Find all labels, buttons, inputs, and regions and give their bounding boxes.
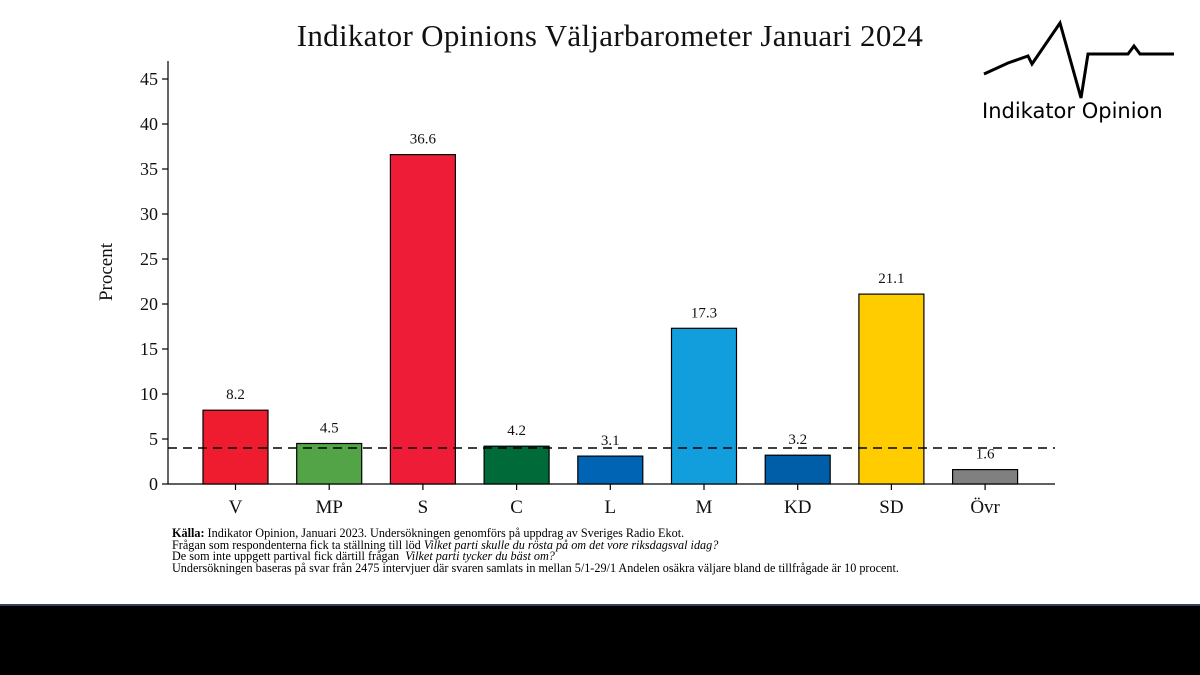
bar-m [670,327,738,485]
y-axis: 0 5 10 15 20 25 30 35 40 45 [140,61,169,494]
logo-icon [983,19,1174,99]
source-notes: Källa: Indikator Opinion, Januari 2023. … [172,526,1072,575]
y-tick-label: 40 [140,114,158,134]
y-tick-label: 20 [140,294,158,314]
data-label: 36.6 [410,132,437,148]
x-axis: V MP S C L M KD SD Övr [168,483,1055,518]
question-prefix: Frågan som respondenterna fick ta ställn… [172,537,421,552]
data-label: 4.5 [320,421,339,437]
source-label: Källa: [172,526,205,540]
bar-sd [858,293,925,485]
y-tick-label: 10 [140,384,158,404]
notes-line-3: De som inte uppgett partival fick därtil… [172,549,1072,563]
y-axis-label: Procent [96,242,117,301]
bar-l [577,455,644,485]
y-tick-label: 0 [149,474,158,494]
y-tick-label: 25 [140,249,158,269]
followup-prefix: De som inte uppgett partival fick därtil… [172,549,400,563]
y-tick-label: 45 [140,69,158,89]
logo-text: Indikator Opinion [982,99,1163,123]
bar-chart: 0 5 10 15 20 25 30 35 40 45 V MP S C L M KD SD Övr 8.2 4.5… [96,61,1055,518]
y-tick-label: 35 [140,159,158,179]
x-tick-label: V [229,497,243,518]
bar-mp [296,442,363,485]
data-label: 1.6 [976,447,995,463]
y-tick-label: 5 [149,429,158,449]
bar-v [202,409,269,485]
data-label: 3.1 [601,433,620,449]
notes-line-4: Undersökningen baseras på svar från 2475… [172,560,899,575]
bar-övr [951,469,1019,485]
notes-line-1: Källa: Indikator Opinion, Januari 2023. … [172,526,1072,540]
data-label: 21.1 [878,271,904,287]
x-tick-label: MP [315,497,342,518]
bar-s [389,154,456,485]
x-tick-label: KD [784,497,811,518]
bar-kd [764,454,831,485]
bottom-band [0,604,1200,675]
followup-text: Vilket parti tycker du bäst om? [405,549,555,563]
x-tick-label: S [418,497,429,518]
notes-line-2: Frågan som respondenterna fick ta ställn… [172,537,1072,552]
x-tick-label: L [604,497,616,518]
source-text: Indikator Opinion, Januari 2023. Undersö… [207,526,685,540]
bar-c [483,445,550,485]
x-tick-label: SD [879,497,903,518]
x-tick-label: Övr [970,497,1000,518]
question-text: Vilket parti skulle du rösta på om det v… [423,537,719,552]
data-label: 8.2 [226,387,245,403]
value-labels: 8.2 4.5 36.6 4.2 3.1 17.3 3.2 21.1 1.6 [226,132,995,463]
bars [202,154,1019,485]
x-tick-label: M [696,497,713,518]
data-label: 3.2 [788,432,807,448]
y-tick-label: 15 [140,339,158,359]
y-tick-label: 30 [140,204,158,224]
chart-title: Indikator Opinions Väljarbarometer Janua… [296,18,924,53]
data-label: 17.3 [691,305,717,321]
data-label: 4.2 [507,423,526,439]
x-tick-label: C [510,497,523,518]
